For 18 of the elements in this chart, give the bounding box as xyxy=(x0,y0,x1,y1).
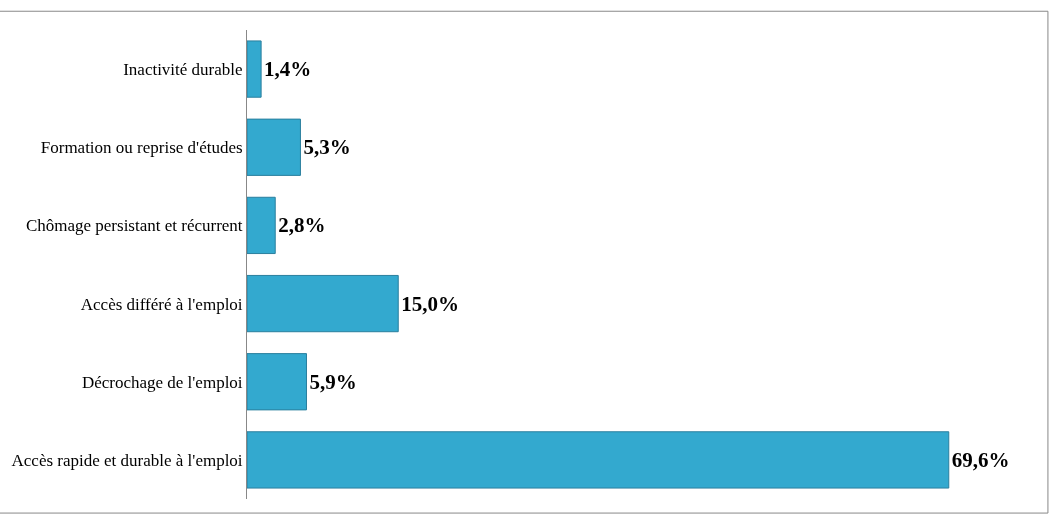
y-tick-label: Accès différé à l'emploi xyxy=(80,294,243,314)
bar xyxy=(247,118,301,176)
bar xyxy=(247,40,262,98)
bar xyxy=(247,274,399,333)
data-label: 2,8% xyxy=(278,213,326,238)
data-label: 5,9% xyxy=(309,369,357,394)
y-tick-label: Accès rapide et durable à l'emploi xyxy=(11,450,243,470)
bar xyxy=(247,353,307,411)
bar xyxy=(247,196,276,255)
y-tick-label: Décrochage de l'emploi xyxy=(81,372,243,392)
data-label: 69,6% xyxy=(951,447,1010,472)
data-label: 15,0% xyxy=(401,291,459,316)
data-label: 1,4% xyxy=(264,57,312,82)
data-label: 5,3% xyxy=(303,135,351,160)
y-tick-label: Formation ou reprise d'études xyxy=(40,138,243,158)
bar xyxy=(247,431,950,489)
y-tick-label: Inactivité durable xyxy=(123,60,243,80)
y-tick-label: Chômage persistant et récurrent xyxy=(25,216,243,236)
